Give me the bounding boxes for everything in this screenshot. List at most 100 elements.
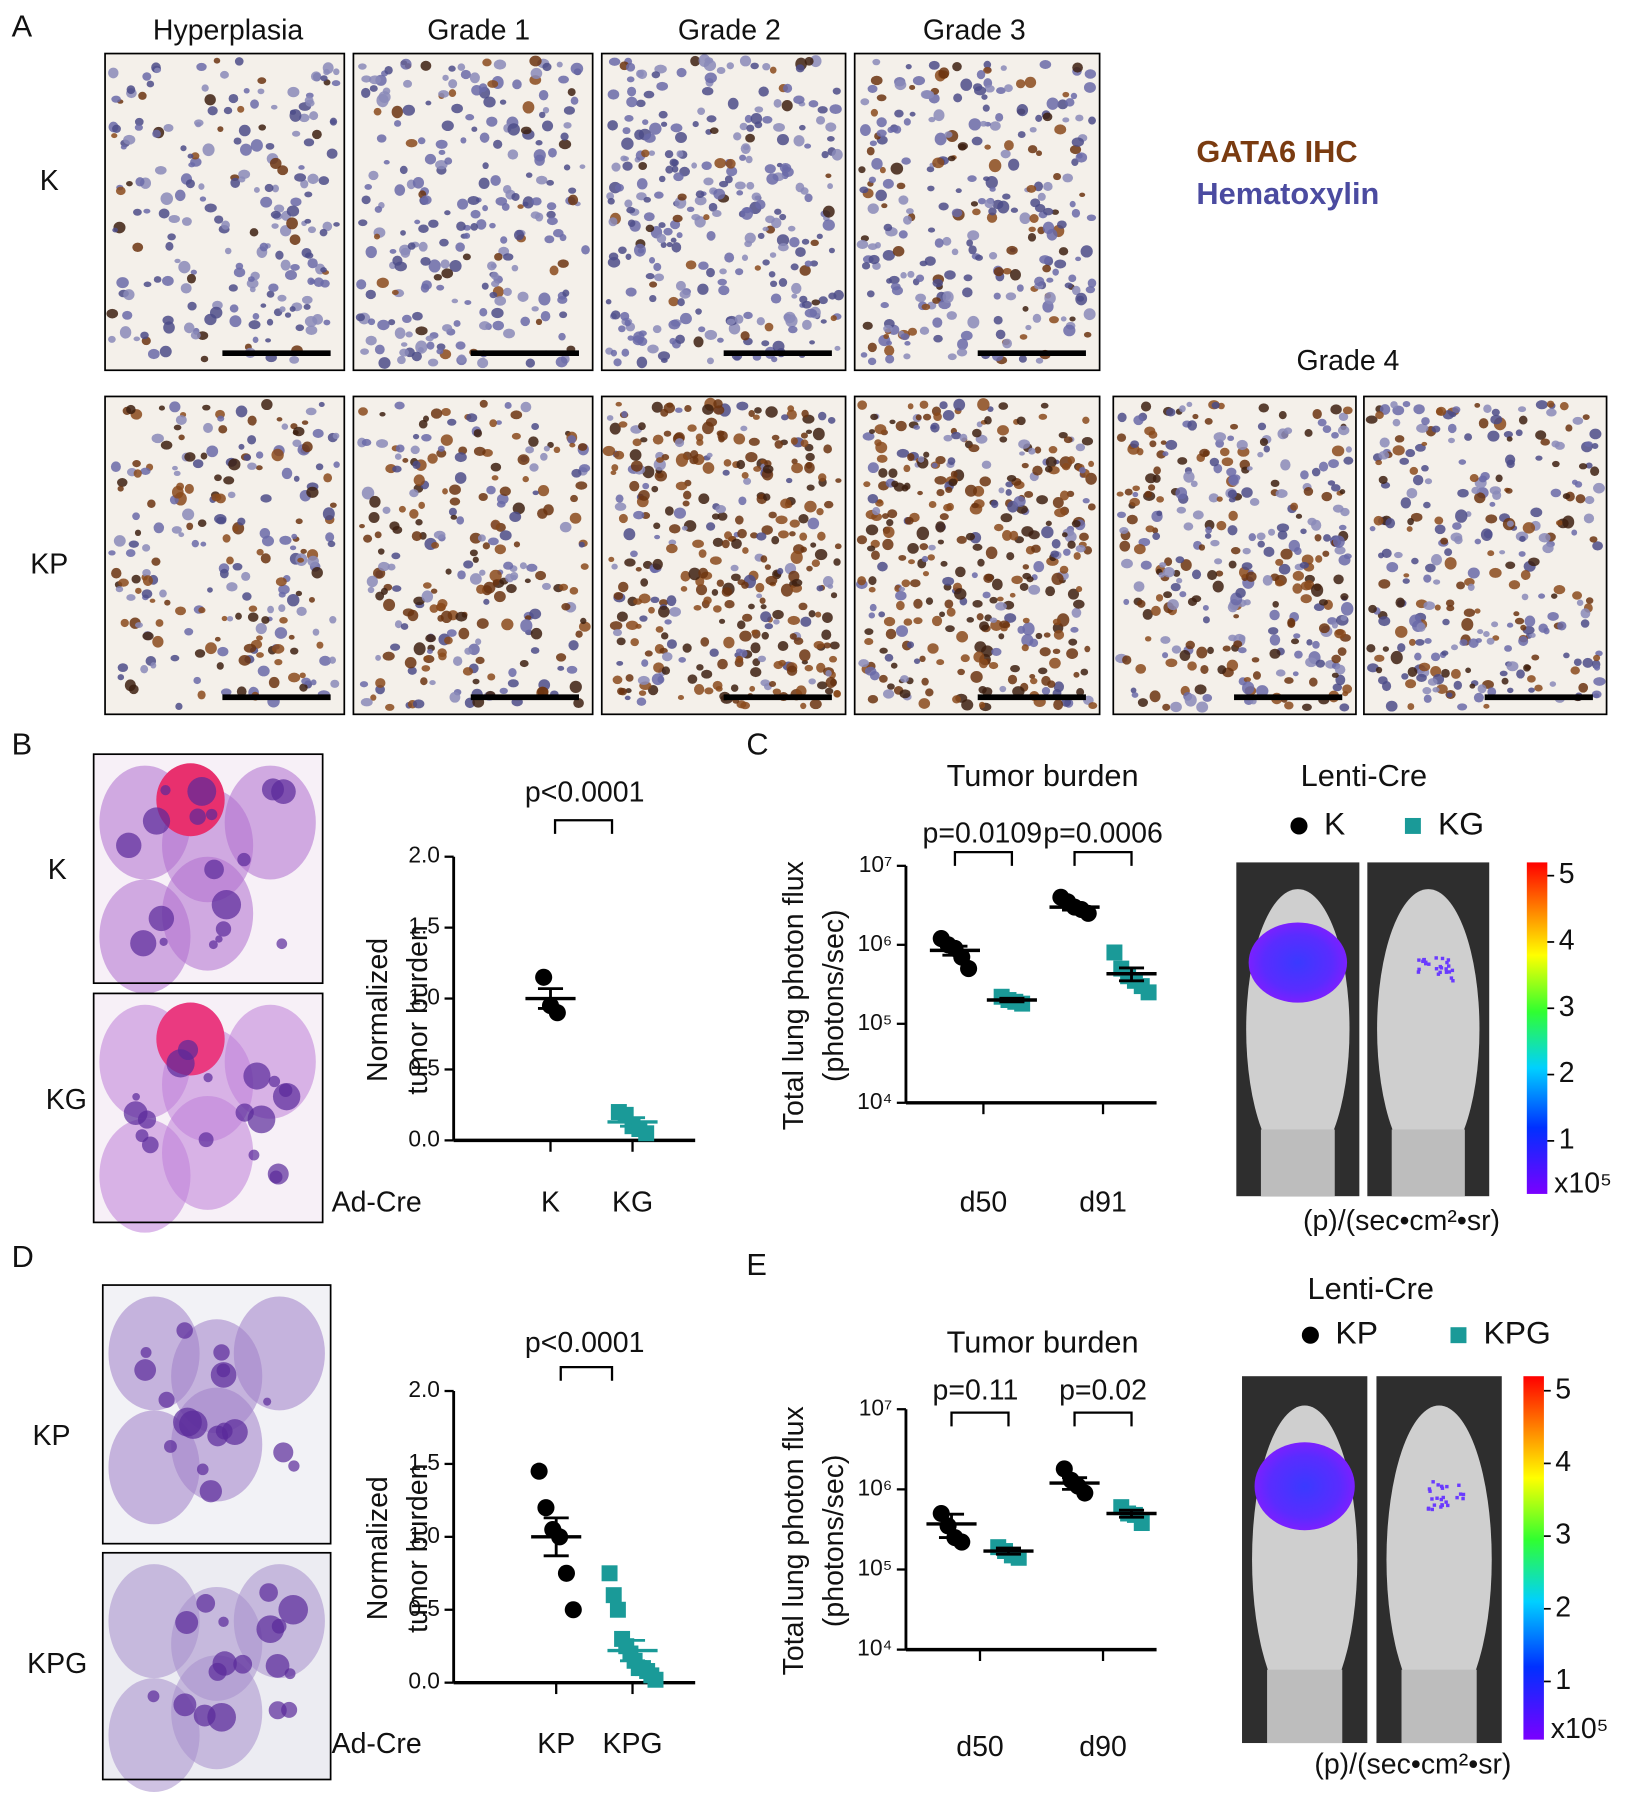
nucleus — [1171, 645, 1182, 654]
nucleus — [802, 319, 812, 330]
nucleus — [487, 537, 499, 546]
nucleus — [412, 460, 421, 470]
nucleus — [936, 488, 945, 497]
nucleus — [1433, 579, 1441, 585]
nucleus — [668, 539, 677, 546]
nucleus — [513, 541, 521, 548]
nucleus — [578, 541, 585, 548]
nucleus — [968, 245, 977, 255]
nucleus — [449, 484, 461, 495]
nucleus — [981, 460, 992, 469]
nucleus — [752, 414, 760, 420]
nucleus — [934, 238, 944, 248]
nucleus — [713, 188, 726, 200]
nucleus — [260, 303, 267, 308]
nucleus — [874, 424, 887, 435]
nucleus — [307, 173, 319, 185]
nucleus — [456, 221, 466, 232]
nucleus — [953, 93, 963, 103]
nucleus — [448, 89, 457, 97]
nucleus — [791, 578, 803, 587]
nucleus — [1318, 461, 1329, 472]
nucleus — [394, 401, 405, 410]
nucleus — [490, 519, 501, 530]
nucleus — [1227, 489, 1237, 499]
nucleus — [748, 409, 755, 418]
y-tick-label: 0.0 — [408, 1668, 440, 1694]
nucleus — [108, 67, 119, 79]
nucleus — [1022, 572, 1032, 580]
nucleus — [1116, 433, 1127, 442]
nucleus — [456, 516, 465, 525]
nucleus — [267, 605, 275, 614]
nucleus — [151, 557, 161, 566]
nucleus — [493, 139, 503, 149]
micrograph-border — [853, 52, 1101, 372]
nucleus — [862, 432, 875, 441]
nucleus — [942, 576, 955, 586]
nucleus — [242, 592, 252, 601]
nucleus — [355, 313, 365, 322]
tumor — [265, 1653, 290, 1678]
nucleus — [754, 106, 764, 113]
nucleus — [867, 357, 877, 366]
nucleus — [493, 59, 507, 70]
nucleus — [499, 486, 511, 497]
nucleus — [607, 89, 620, 100]
nucleus — [530, 647, 540, 654]
nucleus — [1044, 465, 1053, 473]
nucleus — [1578, 463, 1588, 470]
nucleus — [1058, 247, 1069, 256]
nucleus — [301, 420, 309, 425]
nucleus — [462, 253, 471, 261]
nucleus — [563, 122, 572, 129]
signal — [1457, 1483, 1461, 1487]
nucleus — [878, 611, 886, 618]
nucleus — [1252, 671, 1261, 680]
nucleus — [857, 576, 867, 586]
nucleus — [499, 99, 507, 105]
nucleus — [134, 622, 143, 628]
nucleus — [331, 80, 341, 87]
signal — [1446, 1503, 1450, 1508]
nucleus — [627, 335, 634, 341]
nucleus — [1538, 593, 1546, 599]
nucleus — [1562, 515, 1575, 529]
nucleus — [804, 143, 812, 149]
data-point — [605, 1587, 622, 1604]
nucleus — [755, 582, 765, 593]
nucleus — [943, 434, 953, 442]
nucleus — [739, 55, 752, 67]
nucleus — [647, 344, 659, 354]
nucleus — [661, 632, 669, 640]
column-header: Grade 1 — [427, 14, 530, 46]
nucleus — [466, 413, 478, 423]
signal — [1417, 958, 1421, 962]
nucleus — [858, 166, 866, 174]
nucleus — [1211, 401, 1220, 409]
y-tick-label: 10⁷ — [859, 851, 893, 877]
nucleus — [122, 310, 133, 320]
nucleus — [638, 690, 647, 696]
nucleus — [1508, 580, 1521, 590]
nucleus — [745, 155, 753, 164]
nucleus — [1207, 569, 1218, 581]
nucleus — [1044, 291, 1056, 305]
nucleus — [791, 293, 798, 299]
nucleus — [981, 94, 988, 100]
colorbar-tick-label: 4 — [1555, 1446, 1571, 1478]
nucleus — [1144, 490, 1152, 498]
nucleus — [532, 490, 539, 496]
nucleus — [1002, 268, 1012, 275]
nucleus — [492, 579, 500, 586]
nucleus — [1007, 674, 1018, 685]
nucleus — [1395, 625, 1408, 638]
nucleus — [703, 596, 712, 605]
nucleus — [829, 104, 842, 115]
nucleus — [407, 666, 417, 675]
nucleus — [1487, 687, 1497, 697]
x-tick-label: d90 — [1079, 1731, 1127, 1763]
nucleus — [228, 458, 241, 471]
nucleus — [542, 62, 552, 72]
nucleus — [649, 281, 658, 288]
